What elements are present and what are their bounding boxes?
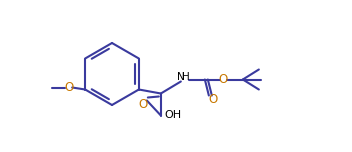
Text: N: N — [177, 73, 185, 83]
Text: O: O — [64, 81, 74, 94]
Text: H: H — [182, 73, 190, 83]
Text: OH: OH — [164, 111, 181, 121]
Text: O: O — [138, 98, 147, 111]
Text: O: O — [208, 93, 218, 106]
Text: O: O — [218, 73, 227, 86]
